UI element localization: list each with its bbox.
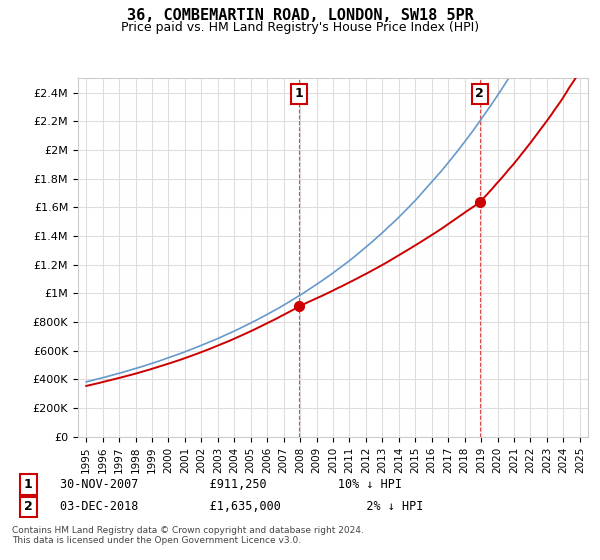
Text: 1: 1: [295, 87, 303, 100]
Text: This data is licensed under the Open Government Licence v3.0.: This data is licensed under the Open Gov…: [12, 536, 301, 545]
Text: 1: 1: [24, 478, 33, 491]
Text: 03-DEC-2018          £1,635,000            2% ↓ HPI: 03-DEC-2018 £1,635,000 2% ↓ HPI: [60, 500, 424, 514]
Text: 2: 2: [24, 500, 33, 514]
Text: 36, COMBEMARTIN ROAD, LONDON, SW18 5PR: 36, COMBEMARTIN ROAD, LONDON, SW18 5PR: [127, 8, 473, 24]
Text: 30-NOV-2007          £911,250          10% ↓ HPI: 30-NOV-2007 £911,250 10% ↓ HPI: [60, 478, 402, 491]
Text: Price paid vs. HM Land Registry's House Price Index (HPI): Price paid vs. HM Land Registry's House …: [121, 21, 479, 34]
Text: 2: 2: [475, 87, 484, 100]
Text: Contains HM Land Registry data © Crown copyright and database right 2024.: Contains HM Land Registry data © Crown c…: [12, 526, 364, 535]
